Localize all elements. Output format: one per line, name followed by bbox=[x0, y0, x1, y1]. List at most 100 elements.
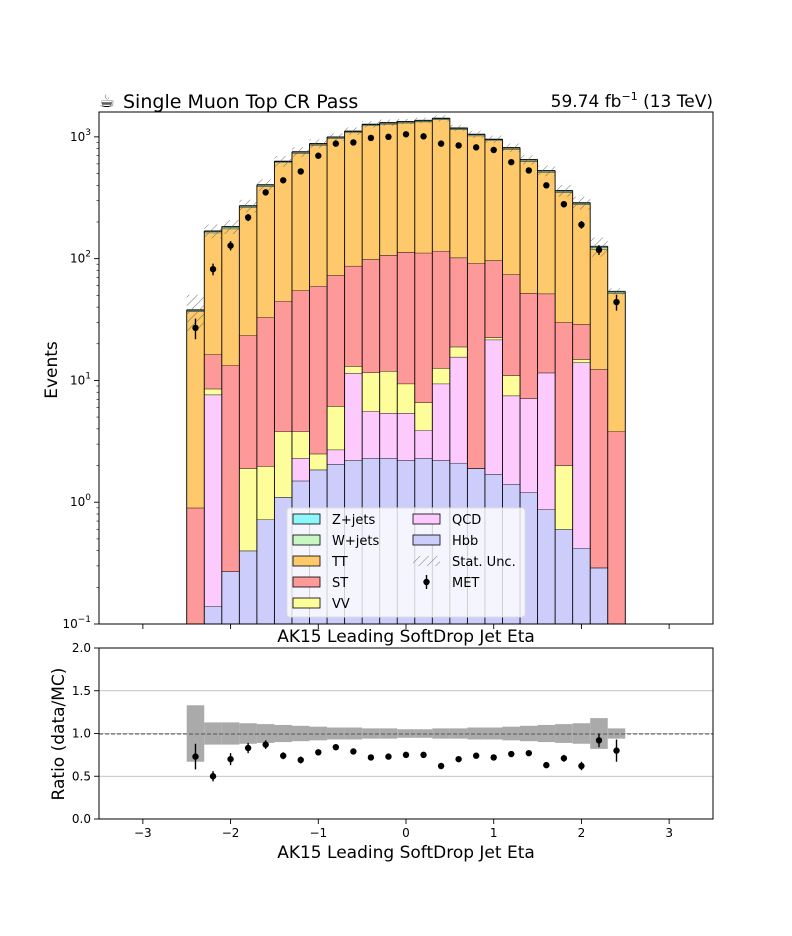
bar-tt-8 bbox=[327, 138, 345, 276]
legend-label-met: MET bbox=[452, 576, 479, 591]
bar-vv-17 bbox=[484, 337, 503, 340]
bar-qcd-14 bbox=[432, 383, 450, 461]
bar-vv-4 bbox=[256, 466, 275, 520]
top-x-ticks bbox=[142, 624, 670, 629]
bar-tt-4 bbox=[256, 186, 275, 318]
bar-st-17 bbox=[484, 260, 503, 338]
data-point-20 bbox=[543, 182, 550, 189]
ratio-point-23 bbox=[595, 737, 603, 744]
legend-swatch-w-jets bbox=[292, 534, 321, 546]
ratio-point-22 bbox=[578, 762, 585, 770]
bar-st-10 bbox=[362, 259, 380, 373]
legend-label-st: ST bbox=[332, 576, 348, 591]
top-tick-label-1: 100 bbox=[70, 493, 91, 509]
bar-st-13 bbox=[414, 252, 433, 403]
bar-hbb-21 bbox=[555, 529, 573, 624]
bar-qcd-18 bbox=[502, 395, 521, 485]
bar-st-1 bbox=[204, 354, 222, 389]
top-tick-label-3: 102 bbox=[70, 250, 91, 266]
bar-tt-20 bbox=[537, 172, 556, 294]
bar-hbb-2 bbox=[221, 571, 240, 624]
data-point-5 bbox=[280, 177, 287, 184]
data-point-21 bbox=[560, 200, 568, 208]
bar-st-9 bbox=[344, 265, 363, 367]
legend-label-vv: VV bbox=[332, 597, 350, 612]
bar-tt-14 bbox=[432, 119, 450, 251]
ratio-x-ticks: −3 −2 −1 0 1 2 3 bbox=[134, 819, 673, 840]
stat-unc-10 bbox=[362, 121, 380, 128]
bar-tt-16 bbox=[467, 135, 485, 264]
bar-tt-21 bbox=[555, 192, 573, 323]
ratio-y-axis-label: Ratio (data/MC) bbox=[49, 668, 69, 801]
ratio-point-1 bbox=[209, 773, 217, 780]
data-point-23 bbox=[595, 246, 603, 254]
ratio-point-14 bbox=[437, 762, 445, 770]
ratio-y-tick-label-3: 1.5 bbox=[72, 684, 91, 698]
bar-vv-22 bbox=[572, 359, 591, 363]
legend-swatch-tt bbox=[292, 555, 321, 567]
bar-st-11 bbox=[379, 255, 398, 372]
data-point-9 bbox=[350, 139, 357, 146]
bar-hbb-22 bbox=[572, 548, 591, 624]
ratio-band-16 bbox=[467, 727, 485, 740]
legend-label-tt: TT bbox=[331, 555, 348, 570]
ratio-point-11 bbox=[385, 753, 392, 760]
ratio-point-12 bbox=[402, 751, 410, 759]
bar-st-19 bbox=[520, 293, 538, 399]
ratio-band-15 bbox=[449, 728, 468, 739]
bar-hbb-20 bbox=[537, 509, 556, 624]
bar-vv-21 bbox=[555, 465, 573, 530]
bar-vv-11 bbox=[379, 371, 398, 414]
bar-vv-9 bbox=[344, 366, 363, 374]
ratio-band-2 bbox=[221, 722, 240, 745]
data-point-1 bbox=[209, 265, 217, 273]
data-point-7 bbox=[315, 152, 322, 159]
stat-unc-14 bbox=[432, 115, 450, 122]
ratio-point-15 bbox=[455, 755, 462, 763]
legend-label-z-jets: Z+jets bbox=[332, 513, 376, 528]
bar-vv-15 bbox=[449, 346, 468, 357]
legend: Z+jets W+jets TT ST VV QCD Hbb Stat. Unc. MET bbox=[286, 507, 526, 618]
top-y-ticks: 10−1 100 101 102 103 bbox=[62, 128, 99, 631]
ratio-x-tick-label-1: −2 bbox=[222, 826, 240, 840]
bar-tt-2 bbox=[221, 228, 240, 366]
ratio-point-18 bbox=[508, 750, 515, 758]
bar-st-2 bbox=[221, 365, 240, 572]
stat-unc-19 bbox=[520, 154, 538, 165]
ratio-point-5 bbox=[280, 752, 287, 759]
bar-tt-10 bbox=[362, 125, 380, 260]
ratio-x-tick-label-4: 1 bbox=[490, 826, 498, 840]
bar-qcd-10 bbox=[362, 411, 380, 459]
ratio-point-6 bbox=[297, 756, 304, 764]
bar-tt-15 bbox=[449, 129, 468, 258]
legend-swatch-met bbox=[423, 578, 430, 586]
ratio-x-axis-label: AK15 Leading SoftDrop Jet Eta bbox=[277, 843, 535, 863]
ratio-y-tick-label-1: 0.5 bbox=[72, 769, 91, 783]
ratio-x-tick-label-6: 3 bbox=[665, 826, 673, 840]
bar-tt-11 bbox=[379, 123, 398, 256]
ratio-point-17 bbox=[490, 754, 497, 761]
ratio-panel: 0.0 0.5 1.0 1.5 2.0 −3 −2 −1 0 1 2 3 Ratio (data/M… bbox=[49, 641, 714, 863]
bar-qcd-22 bbox=[572, 362, 591, 549]
ratio-point-19 bbox=[525, 749, 532, 757]
stat-unc-24 bbox=[607, 288, 626, 295]
bar-tt-6 bbox=[291, 153, 310, 291]
ratio-point-21 bbox=[560, 755, 568, 762]
stat-unc-15 bbox=[449, 124, 468, 132]
stat-unc-5 bbox=[274, 156, 292, 167]
bar-qcd-11 bbox=[379, 413, 398, 459]
ratio-point-2 bbox=[227, 755, 234, 763]
bar-qcd-6 bbox=[291, 458, 310, 481]
data-point-22 bbox=[578, 221, 585, 228]
bar-tt-12 bbox=[397, 122, 415, 252]
bar-tt-0 bbox=[186, 311, 205, 508]
ratio-point-9 bbox=[350, 748, 357, 755]
data-point-24 bbox=[613, 298, 620, 306]
bar-tt-9 bbox=[344, 132, 363, 266]
ratio-band-19 bbox=[520, 725, 538, 742]
bar-tt-13 bbox=[414, 121, 433, 253]
ratio-x-tick-label-2: −1 bbox=[309, 826, 327, 840]
bar-vv-18 bbox=[502, 375, 521, 396]
legend-label-stat-unc: Stat. Unc. bbox=[452, 555, 516, 570]
data-point-2 bbox=[227, 242, 234, 249]
